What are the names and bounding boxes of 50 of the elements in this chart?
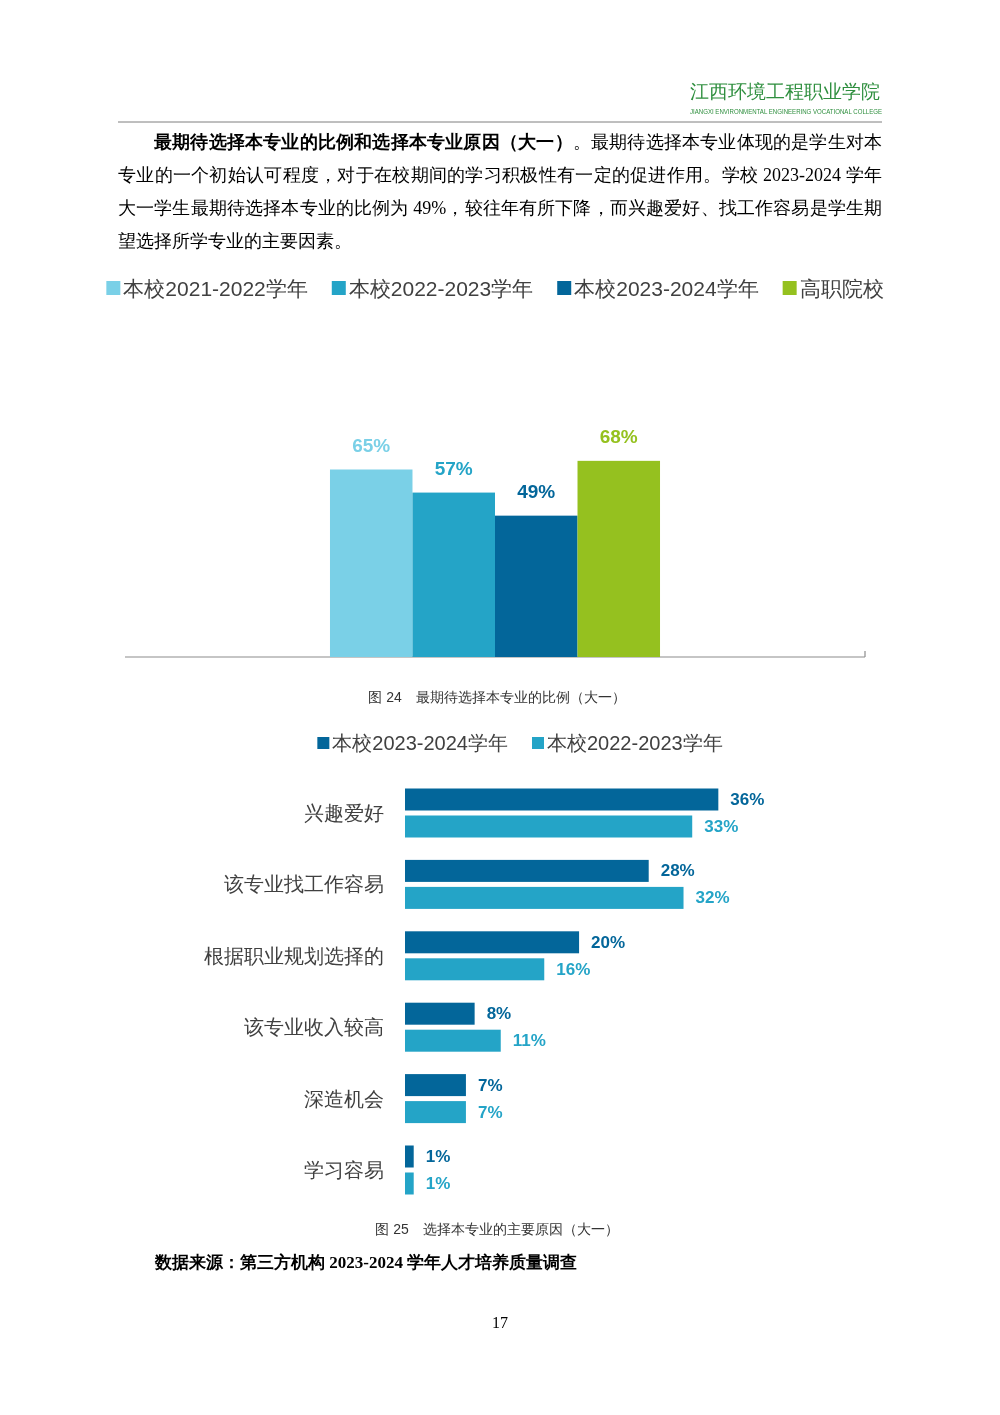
data-label: 32% [695, 888, 730, 908]
legend-label: 本校2021-2022学年 [123, 276, 308, 300]
legend-label: 本校2022-2023学年 [547, 732, 723, 754]
bar [405, 1029, 501, 1052]
data-label: 68% [599, 426, 638, 448]
legend-label: 本校2023-2024学年 [574, 276, 759, 300]
bar [329, 469, 413, 657]
text: 图 25 选择本专业的主要原因（大一） [375, 1221, 619, 1237]
legend-label: 本校2023-2024学年 [332, 732, 508, 754]
data-label: 11% [512, 1031, 546, 1051]
data-label: 36% [730, 790, 765, 809]
data-label: 1% [425, 1147, 451, 1166]
bar [405, 931, 580, 954]
bar [405, 958, 545, 981]
bar [405, 1101, 466, 1124]
text: 最期待选择本专业的比例和选择本专业原因（大一）。最期待选择本专业体现的是学生对本专业的一个初始认可程度，对于在校期间的学习积极性有一定的促进作用。学校 2023-2024 学年大一学生最期待选择本专业的比例为 49%，较往年有所下降，而兴趣爱好、找工作容易是学生期望选择所学专业的主要因素。 [118, 132, 883, 251]
bar [405, 1145, 414, 1168]
y-tick-label: 兴趣爱好 [304, 802, 384, 824]
data-label: 1% [425, 1174, 451, 1193]
bar [412, 492, 495, 657]
bar [405, 815, 693, 838]
text: 17 [492, 1313, 508, 1331]
data-label: 57% [434, 458, 473, 480]
text: 江西环境工程职业学院 [690, 80, 880, 102]
y-tick-label: 该专业找工作容易 [224, 873, 384, 896]
data-label: 20% [591, 932, 626, 952]
data-label: 33% [704, 817, 739, 836]
bar [405, 1074, 466, 1097]
y-tick-label: 根据职业规划选择的 [204, 944, 384, 967]
data-label: 49% [517, 481, 556, 503]
bar [405, 859, 649, 882]
bar [577, 460, 661, 657]
data-label: 65% [352, 435, 391, 456]
legend-label: 高职院校 [799, 276, 884, 300]
legend-label: 本校2022-2023学年 [348, 276, 534, 300]
y-tick-label: 深造机会 [304, 1087, 384, 1110]
data-label: 16% [556, 959, 591, 979]
bar [405, 1002, 475, 1025]
bar [495, 515, 578, 657]
text: 图 24 最期待选择本专业的比例（大一） [368, 689, 626, 705]
bar [405, 1172, 414, 1195]
data-label: 7% [477, 1075, 503, 1095]
bar [405, 788, 719, 811]
y-tick-label: 学习容易 [304, 1159, 384, 1181]
y-tick-label: 该专业收入较高 [244, 1016, 384, 1039]
bar [405, 886, 684, 909]
data-label: 8% [486, 1004, 512, 1024]
source-note: 数据来源：第三方机构 2023-2024 学年人才培养质量调查 [154, 1252, 578, 1272]
data-label: 7% [477, 1102, 503, 1122]
data-label: 28% [660, 861, 695, 881]
